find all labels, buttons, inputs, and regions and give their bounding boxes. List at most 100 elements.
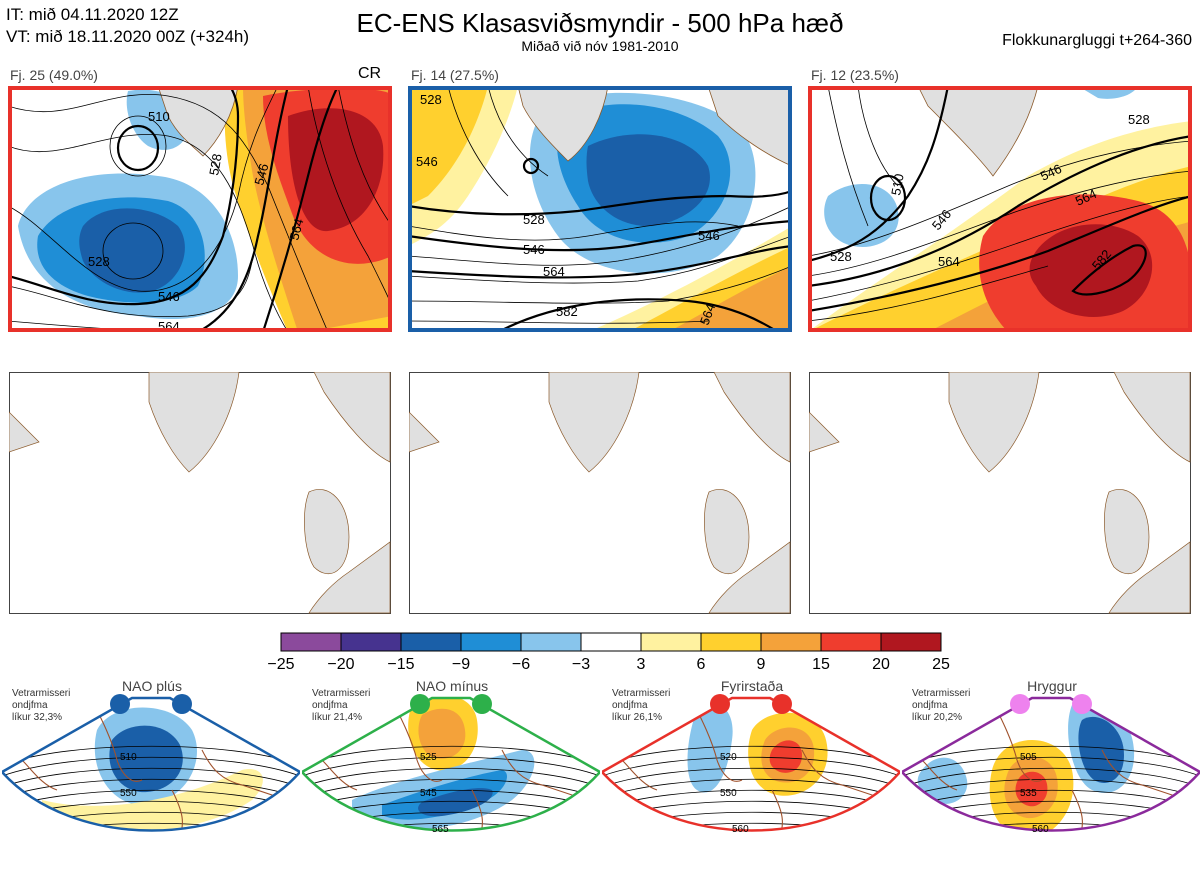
regime-info-line: líkur 20,2% — [912, 712, 963, 723]
header-info: IT: mið 04.11.2020 12Z VT: mið 18.11.202… — [6, 4, 249, 48]
regime-dot — [1072, 694, 1092, 714]
cluster-1-map: 510 528 546 564 528 546 564 — [8, 86, 392, 332]
colorbar-cell — [280, 632, 342, 652]
europe-land — [1108, 541, 1191, 614]
contour-528 — [808, 86, 950, 263]
greenland-land — [517, 86, 609, 162]
regime-border — [2, 696, 300, 832]
contour-528 — [8, 86, 240, 306]
regime-border — [602, 696, 900, 832]
regime-info: Vetrarmisseri ondjfma líkur 21,4% — [312, 688, 370, 724]
regime-dot — [172, 694, 192, 714]
regime-dot — [710, 694, 730, 714]
contour-label: 510 — [148, 109, 170, 124]
contour-546 — [808, 134, 1192, 288]
colorbar-tick-label: 25 — [932, 656, 950, 673]
valid-time: VT: mið 18.11.2020 00Z (+324h) — [6, 27, 250, 46]
contour-label: 546 — [416, 154, 438, 169]
regime-name: NAO plús — [122, 678, 182, 694]
colorbar-cell — [760, 632, 822, 652]
contour-label: 528 — [420, 92, 442, 107]
regime-border — [902, 696, 1200, 832]
regime-dot — [472, 694, 492, 714]
contour-label: 528 — [830, 249, 852, 264]
contour-label: 528 — [1128, 112, 1150, 127]
scandinavia-land — [713, 372, 791, 463]
regime-info-line: Vetrarmisseri — [912, 688, 971, 699]
regime-info-line: líkur 26,1% — [612, 712, 663, 723]
contour-564 — [261, 86, 339, 332]
contour-label: 546 — [158, 289, 180, 304]
regime-info-line: ondjfma — [612, 700, 648, 711]
colorbar-cell — [340, 632, 402, 652]
positive-anomaly-region — [288, 108, 384, 232]
colorbar-tick-label: −15 — [387, 656, 415, 673]
contour-label: 564 — [697, 302, 719, 328]
regime-dot — [110, 694, 130, 714]
contour-label: 528 — [206, 153, 225, 177]
contour-546 — [408, 219, 792, 252]
colorbar-cell — [820, 632, 882, 652]
north-america-land — [809, 411, 840, 453]
base-map-2 — [409, 372, 791, 614]
colorbar-cell — [580, 632, 642, 652]
page-title: EC-ENS Klasasviðsmyndir - 500 hPa hæð — [356, 8, 844, 38]
greenland-land — [157, 86, 239, 157]
colorbar-tick-label: −25 — [267, 656, 295, 673]
regime-dot — [410, 694, 430, 714]
scandinavia-land — [313, 372, 391, 463]
regime-map: 520 550 560 — [602, 694, 900, 835]
colorbar-cell — [700, 632, 762, 652]
contour-label: 564 — [938, 254, 960, 269]
cluster-3-border — [808, 86, 1192, 332]
contour-label: 525 — [420, 752, 437, 763]
colorbar-cell — [520, 632, 582, 652]
colorbar-tick-label: −6 — [511, 656, 531, 673]
british-isles-land — [704, 489, 750, 575]
positive-anomaly-region — [408, 86, 488, 206]
contour-label: 528 — [88, 254, 110, 269]
page-subtitle: Miðað við nóv 1981-2010 — [521, 38, 679, 54]
negative-anomaly-region — [1016, 852, 1048, 864]
north-america-land — [409, 411, 440, 453]
north-america-land — [9, 411, 40, 453]
contour-528 — [408, 189, 792, 216]
contour-label: 546 — [523, 242, 545, 257]
colorbar-cell — [400, 632, 462, 652]
europe-land — [708, 541, 791, 614]
negative-anomaly-region — [586, 134, 710, 227]
colorbar-tick-label: −9 — [451, 656, 471, 673]
contour-label: 564 — [543, 264, 565, 279]
colorbar-tick-label: 6 — [696, 656, 706, 673]
positive-anomaly-region — [1029, 224, 1153, 317]
negative-anomaly-region — [79, 208, 185, 293]
greenland-land — [948, 372, 1040, 473]
regime-info-line: Vetrarmisseri — [312, 688, 371, 699]
contour-510 — [116, 124, 160, 172]
regime-info-line: líkur 21,4% — [312, 712, 363, 723]
colorbar-cell — [460, 632, 522, 652]
cluster-1-tag: CR — [358, 65, 382, 82]
greenland-land — [548, 372, 640, 473]
base-map-3 — [809, 372, 1191, 614]
positive-anomaly-region — [769, 740, 802, 773]
colorbar-cell — [640, 632, 702, 652]
cluster-3-map: 528 510 528 546 564 582 546 564 — [808, 86, 1192, 332]
contour-label: 582 — [556, 304, 578, 319]
regime-map: 525 545 565 — [302, 694, 600, 835]
contour-label: 565 — [432, 824, 449, 835]
colorbar-tick-label: −3 — [571, 656, 591, 673]
cluster-2-map: 528 546 528 546 564 582 546 564 — [408, 86, 792, 332]
contour-closed — [522, 157, 540, 175]
regime-dot — [772, 694, 792, 714]
cluster-2-label: Fj. 14 (27.5%) — [411, 67, 499, 83]
contour-label: 546 — [251, 162, 271, 187]
regime-info-line: ondjfma — [12, 700, 48, 711]
positive-anomaly-region — [668, 266, 792, 332]
contour-label: 546 — [698, 228, 720, 243]
positive-anomaly-region — [42, 769, 263, 831]
contour-label: 510 — [120, 752, 137, 763]
contour-label: 520 — [720, 752, 737, 763]
cluster-1-label: Fj. 25 (49.0%) — [10, 67, 98, 83]
colorbar-tick-label: 20 — [872, 656, 890, 673]
